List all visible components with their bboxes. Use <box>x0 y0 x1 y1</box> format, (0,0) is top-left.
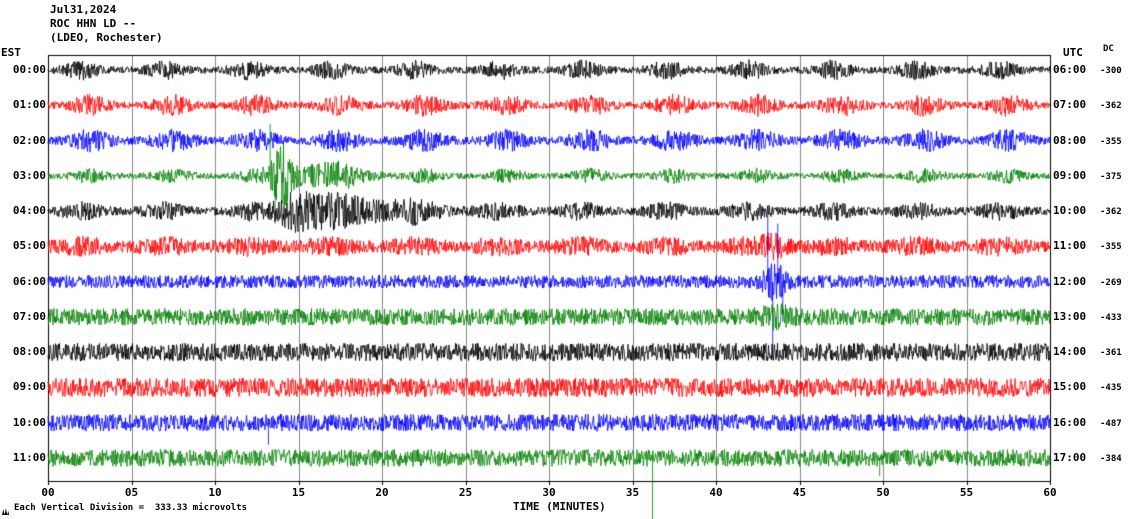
footer-note: Each Vertical Division = 333.33 microvol… <box>14 503 247 513</box>
dc-offset-label: -361 <box>1100 348 1122 359</box>
x-tick-label: 15 <box>291 486 306 499</box>
est-time-label: 11:00 <box>12 450 46 464</box>
x-tick-label: 45 <box>792 486 807 499</box>
utc-time-label: 07:00 <box>1053 98 1087 112</box>
est-time-label: 09:00 <box>12 380 46 394</box>
dc-column-title: DC <box>1103 44 1114 54</box>
dc-offset-label: -362 <box>1100 101 1122 112</box>
x-tick-label: 00 <box>41 486 55 499</box>
dc-offset-label: -355 <box>1100 136 1122 147</box>
x-tick-label: 05 <box>124 486 139 499</box>
x-tick-label: 55 <box>959 486 974 499</box>
est-time-label: 01:00 <box>12 98 46 112</box>
est-time-label: 03:00 <box>12 168 46 182</box>
utc-time-label: 17:00 <box>1053 450 1087 464</box>
dc-offset-label: -487 <box>1100 418 1122 429</box>
x-tick-label: 20 <box>375 486 389 499</box>
utc-time-label: 14:00 <box>1053 345 1087 359</box>
x-axis-title: TIME (MINUTES) <box>513 500 606 513</box>
x-tick-label: 60 <box>1043 486 1057 499</box>
utc-time-label: 06:00 <box>1053 63 1087 76</box>
dc-offset-label: -375 <box>1100 171 1122 182</box>
est-time-label: 00:00 <box>12 63 46 76</box>
x-tick-label: 50 <box>876 486 890 499</box>
left-axis-title: EST <box>1 46 21 59</box>
utc-time-label: 08:00 <box>1053 133 1087 147</box>
est-time-label: 02:00 <box>12 133 46 147</box>
dc-offset-label: -435 <box>1100 383 1122 394</box>
x-tick-label: 35 <box>625 486 640 499</box>
x-tick-label: 25 <box>458 486 473 499</box>
utc-time-label: 11:00 <box>1053 239 1087 253</box>
est-time-label: 06:00 <box>12 274 46 288</box>
est-time-label: 04:00 <box>12 204 46 218</box>
x-tick-label: 30 <box>542 486 556 499</box>
est-time-label: 10:00 <box>12 415 46 429</box>
header-station: ROC HHN LD -- <box>50 17 137 30</box>
utc-time-label: 12:00 <box>1053 274 1087 288</box>
est-time-label: 07:00 <box>12 309 46 323</box>
est-time-label: 05:00 <box>12 239 46 253</box>
x-tick-label: 40 <box>709 486 723 499</box>
x-tick-label: 10 <box>208 486 222 499</box>
dc-offset-label: -355 <box>1100 242 1122 253</box>
utc-time-label: 15:00 <box>1053 380 1087 394</box>
dc-offset-label: -384 <box>1100 453 1122 464</box>
utc-time-label: 09:00 <box>1053 168 1087 182</box>
est-time-label: 08:00 <box>12 345 46 359</box>
logo-mark <box>2 508 9 515</box>
dc-offset-label: -269 <box>1100 277 1122 288</box>
utc-time-label: 10:00 <box>1053 204 1087 218</box>
dc-offset-label: -300 <box>1100 66 1122 76</box>
utc-time-label: 13:00 <box>1053 309 1087 323</box>
utc-time-label: 16:00 <box>1053 415 1087 429</box>
dc-offset-label: -433 <box>1100 312 1122 323</box>
right-axis-title: UTC <box>1063 46 1083 59</box>
header-date: Jul31,2024 <box>50 3 117 16</box>
header-location: (LDEO, Rochester) <box>50 31 163 44</box>
dc-offset-label: -362 <box>1100 207 1122 218</box>
